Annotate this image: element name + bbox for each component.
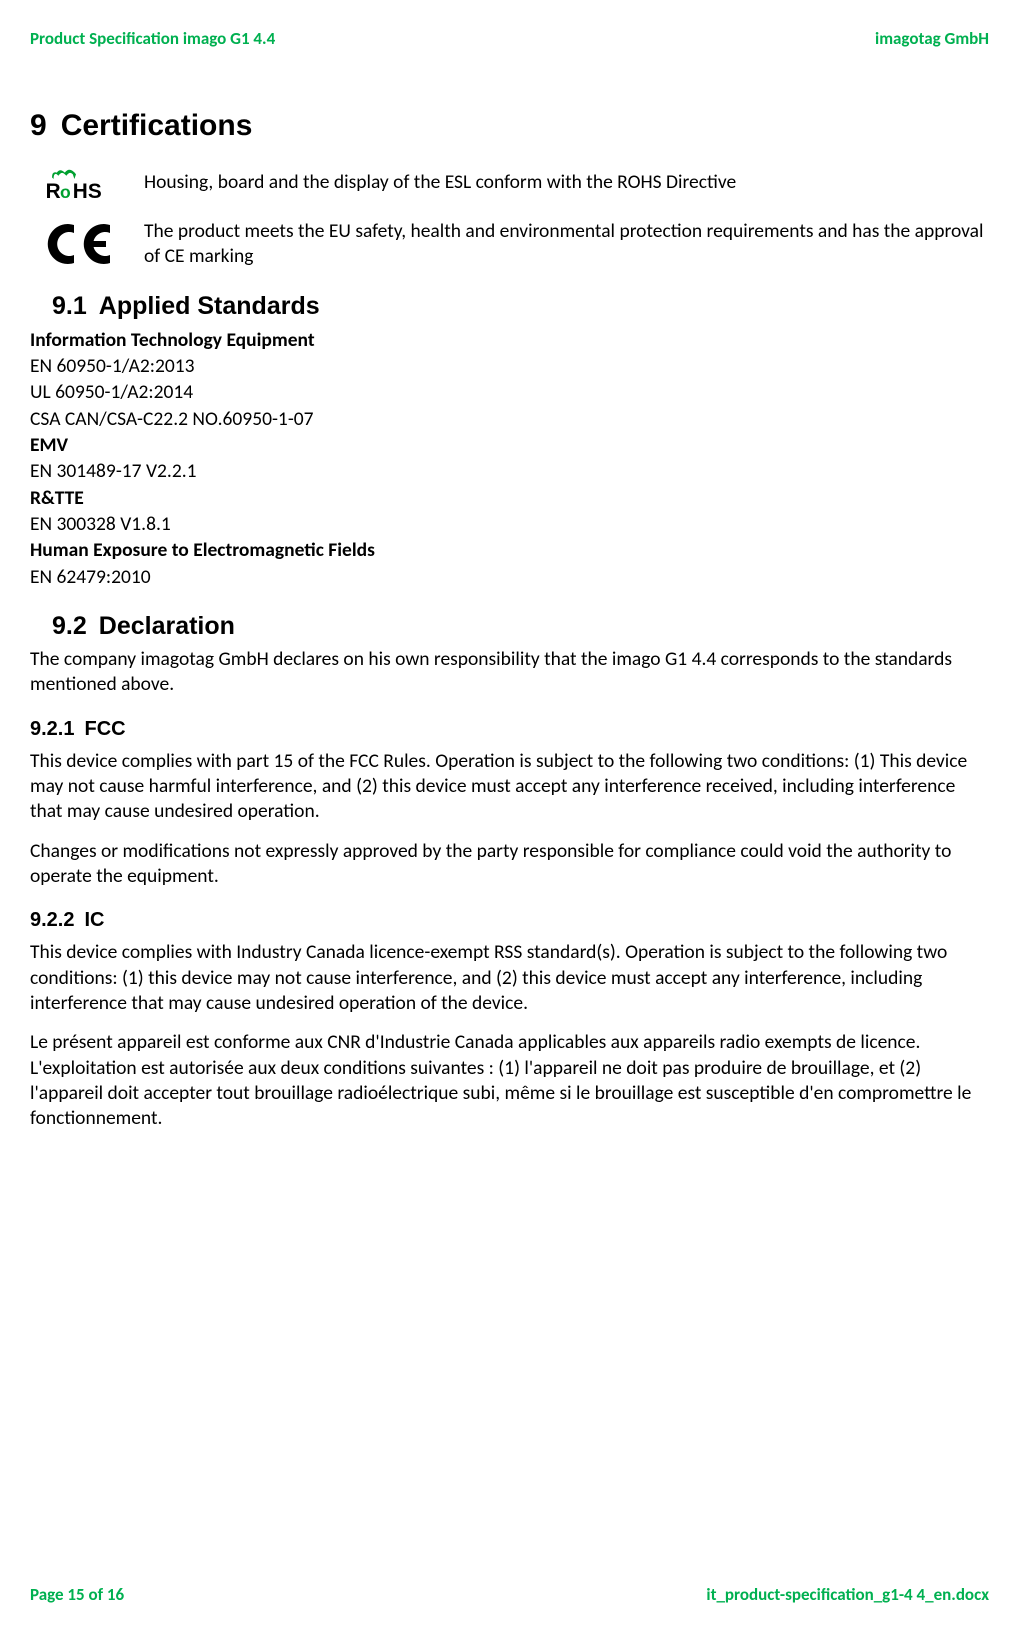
fcc-para-1: This device complies with part 15 of the… <box>30 749 989 825</box>
std-line: EN 60950-1/A2:2013 <box>30 353 989 379</box>
svg-text:R: R <box>46 180 61 203</box>
cert-rohs-text: Housing, board and the display of the ES… <box>136 170 989 195</box>
subsection-922: 9.2.2 IC <box>30 909 989 932</box>
std-line: CSA CAN/CSA-C22.2 NO.60950-1-07 <box>30 406 989 432</box>
section-title: Certifications <box>61 109 253 142</box>
std-line: EN 301489-17 V2.2.1 <box>30 458 989 484</box>
std-group-rtte: R&TTE <box>30 485 989 511</box>
cert-ce-text: The product meets the EU safety, health … <box>136 219 989 270</box>
sub-921-num: 9.2.1 <box>30 718 74 740</box>
standards-block: Information Technology Equipment EN 6095… <box>30 327 989 590</box>
sub-921-title: FCC <box>84 718 125 740</box>
svg-text:o: o <box>60 182 71 202</box>
section-number: 9 <box>30 109 47 142</box>
svg-text:HS: HS <box>73 180 102 203</box>
std-group-ite: Information Technology Equipment <box>30 327 989 353</box>
std-line: EN 62479:2010 <box>30 564 989 590</box>
sub-922-title: IC <box>84 909 104 931</box>
fcc-para-2: Changes or modifications not expressly a… <box>30 839 989 890</box>
footer-right: it_product-specification_g1-4 4_en.docx <box>706 1584 989 1605</box>
sub-92-title: Declaration <box>99 612 235 640</box>
subsection-91: 9.1 Applied Standards <box>52 292 989 321</box>
ic-para-2: Le présent appareil est conforme aux CNR… <box>30 1030 989 1131</box>
rohs-icon: R o HS <box>44 163 136 203</box>
sub-922-num: 9.2.2 <box>30 909 74 931</box>
page-footer: Page 15 of 16 it_product-specification_g… <box>30 1584 989 1605</box>
ic-para-1: This device complies with Industry Canad… <box>30 940 989 1016</box>
std-group-em: Human Exposure to Electromagnetic Fields <box>30 537 989 563</box>
section-heading: 9 Certifications <box>30 109 989 143</box>
std-line: UL 60950-1/A2:2014 <box>30 379 989 405</box>
cert-row-rohs: R o HS Housing, board and the display of… <box>44 163 989 203</box>
ce-icon <box>44 221 136 267</box>
page-header: Product Specification imago G1 4.4 imago… <box>30 28 989 49</box>
header-right: imagotag GmbH <box>875 28 989 49</box>
std-group-emv: EMV <box>30 432 989 458</box>
std-line: EN 300328 V1.8.1 <box>30 511 989 537</box>
subsection-921: 9.2.1 FCC <box>30 718 989 741</box>
declaration-text: The company imagotag GmbH declares on hi… <box>30 647 989 698</box>
header-left: Product Specification imago G1 4.4 <box>30 28 275 49</box>
footer-left: Page 15 of 16 <box>30 1584 124 1605</box>
subsection-92: 9.2 Declaration <box>52 612 989 641</box>
sub-91-num: 9.1 <box>52 292 87 320</box>
sub-92-num: 9.2 <box>52 612 87 640</box>
sub-91-title: Applied Standards <box>99 292 320 320</box>
cert-row-ce: The product meets the EU safety, health … <box>44 219 989 270</box>
